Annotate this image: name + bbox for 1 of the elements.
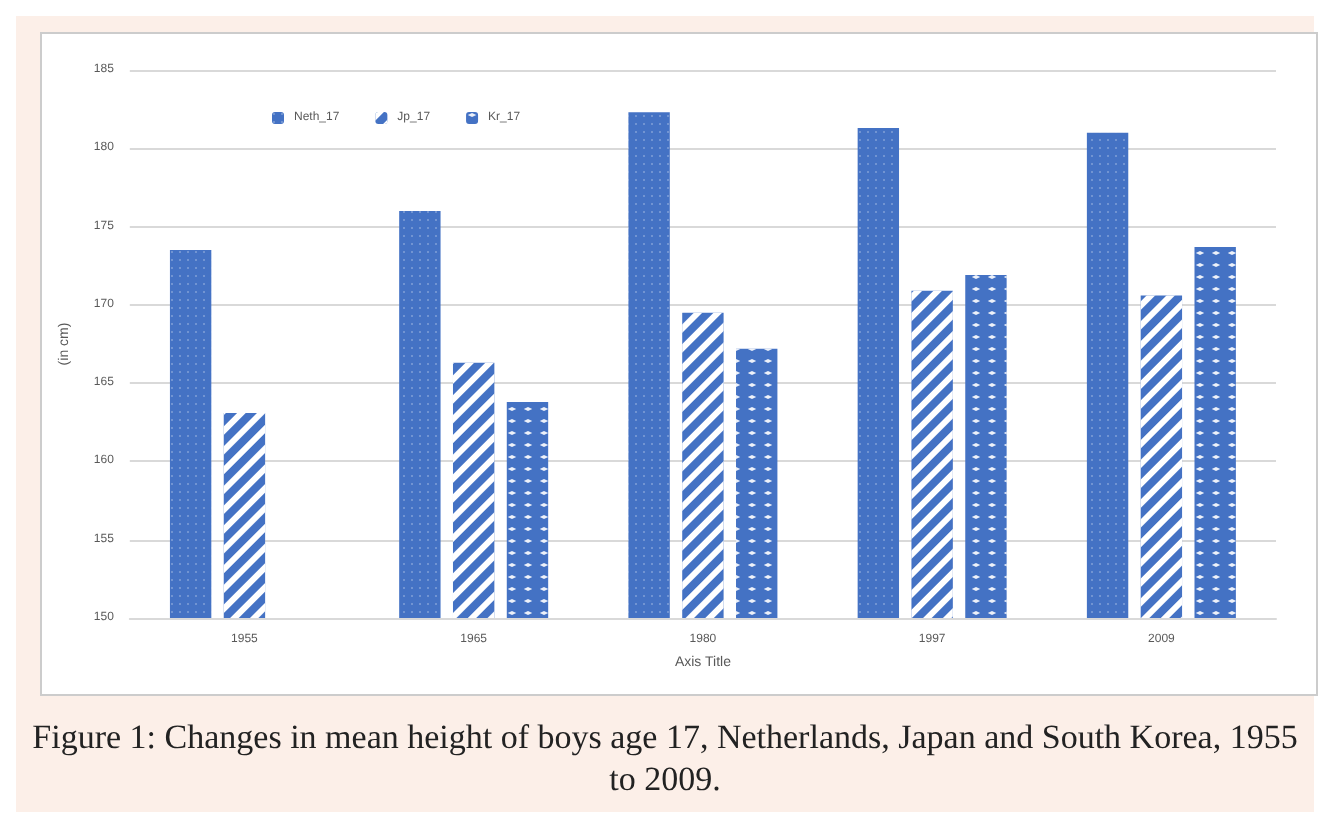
caption: Figure 1: Changes in mean height of boys age 17, Netherlands, Japan and South Korea, 1955 to 2009.: [30, 716, 1300, 800]
